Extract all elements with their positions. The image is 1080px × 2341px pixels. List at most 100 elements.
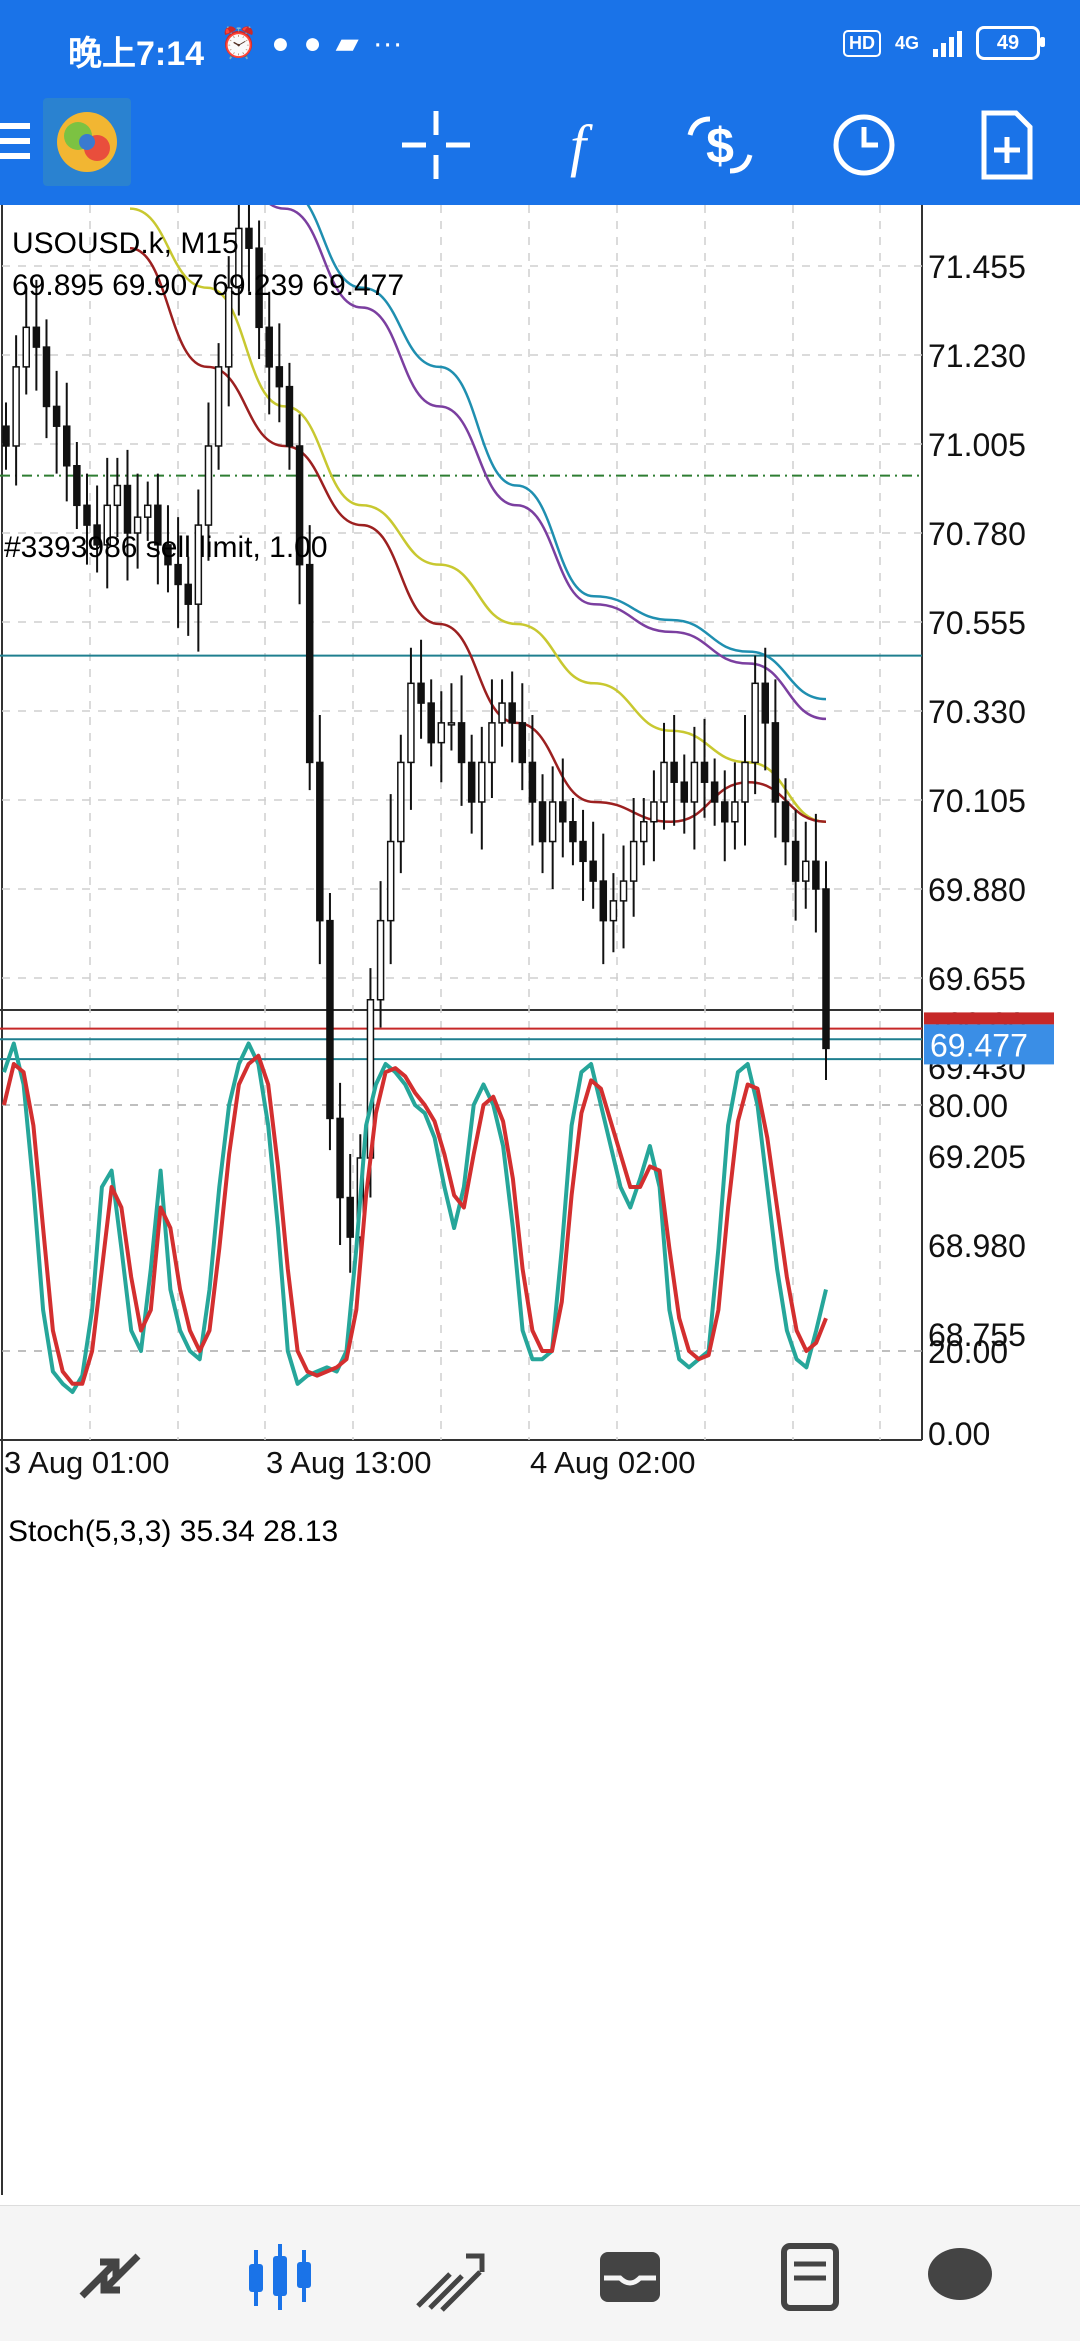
candle-body — [538, 801, 547, 843]
candle-body — [224, 287, 233, 368]
candle-body — [437, 722, 446, 744]
candle-body — [275, 366, 284, 388]
candle-body — [42, 346, 51, 408]
candle-body — [609, 900, 618, 922]
network-label: 4G — [894, 32, 919, 53]
candle-body — [386, 840, 395, 922]
stochastic-label: Stoch(5,3,3) 35.34 28.13 — [8, 1515, 339, 1548]
candle-body — [559, 801, 567, 823]
candle-body — [781, 801, 790, 843]
crosshair-icon[interactable] — [396, 105, 476, 185]
price-tick-label: 68.980 — [928, 1228, 1026, 1264]
history-inbox-icon[interactable] — [590, 2236, 670, 2316]
candle-body — [245, 227, 253, 249]
status-time: 晚上7:14 — [68, 35, 205, 73]
candle-body — [52, 405, 61, 427]
candle-body — [640, 821, 648, 843]
candle-body — [103, 504, 111, 546]
candle-body — [700, 761, 709, 783]
candle-body — [83, 504, 91, 526]
quotes-icon[interactable] — [70, 2236, 150, 2316]
chart-canvas[interactable]: 71.68071.45571.23071.00570.78070.55570.3… — [0, 205, 1080, 2195]
order-line-label[interactable]: #3393986 sell limit, 1.00 — [4, 531, 328, 564]
trade-icon[interactable] — [410, 2236, 490, 2316]
price-tick-label: 68.755 — [928, 1317, 1026, 1353]
candle-body — [184, 583, 192, 605]
moving-average-line — [306, 205, 827, 701]
candle-body — [407, 682, 415, 764]
chart-tab-icon[interactable] — [240, 2236, 320, 2316]
candle-body — [22, 326, 30, 368]
candle-body — [417, 682, 425, 704]
price-tick-label: 71.455 — [928, 249, 1026, 285]
candle-body — [822, 888, 830, 1050]
stoch-tick-label: 20.00 — [928, 1334, 1008, 1370]
bid-price-label: 69.477 — [930, 1027, 1028, 1063]
candle-body — [721, 801, 729, 823]
chart-area[interactable]: 71.68071.45571.23071.00570.78070.55570.3… — [0, 205, 1080, 2195]
candle-body — [305, 563, 314, 764]
price-tick-label: 69.205 — [928, 1139, 1026, 1175]
candle-body — [660, 761, 668, 803]
candle-body — [164, 544, 172, 566]
candle-body — [761, 682, 770, 724]
price-tick-label: 71.005 — [928, 427, 1026, 463]
candle-body — [295, 445, 304, 566]
candle-body — [316, 761, 324, 922]
price-tick-label: 70.780 — [928, 516, 1026, 552]
svg-text:$: $ — [706, 118, 734, 174]
candle-body — [478, 761, 486, 803]
candle-body — [154, 504, 162, 546]
chart-ohlc: 69.895 69.907 69.239 69.477 — [12, 269, 405, 302]
candle-body — [619, 880, 628, 902]
candle-body — [235, 227, 243, 289]
candle-body — [528, 761, 537, 803]
stoch-signal-line — [2, 1053, 828, 1386]
app-logo[interactable] — [43, 98, 131, 186]
candle-body — [690, 761, 699, 803]
battery-icon: 49 — [976, 26, 1045, 60]
candle-body — [650, 801, 658, 823]
candle-body — [467, 761, 476, 803]
stoch-tick-label: 80.00 — [928, 1088, 1008, 1124]
menu-icon[interactable] — [0, 123, 30, 168]
moving-average-line — [129, 207, 827, 824]
function-icon[interactable]: f — [538, 105, 618, 185]
status-right: HD 4G 49 — [842, 26, 1045, 60]
stoch-main-line — [2, 1041, 828, 1394]
hd-badge: HD — [842, 29, 881, 57]
price-tick-label: 70.330 — [928, 694, 1026, 730]
candle-body — [457, 722, 466, 764]
candle-body — [751, 682, 759, 764]
candle-body — [123, 484, 132, 534]
candle-body — [579, 840, 587, 863]
ask-price-marker — [924, 1012, 1054, 1025]
candle-body — [731, 801, 739, 823]
candle-body — [12, 366, 20, 447]
candle-body — [285, 385, 294, 447]
currency-exchange-icon[interactable]: $ — [680, 105, 760, 185]
price-tick-label: 71.230 — [928, 338, 1026, 374]
candle-body — [336, 1117, 344, 1199]
news-icon[interactable] — [770, 2236, 850, 2316]
chat-icon[interactable] — [920, 2236, 1000, 2316]
candle-body — [376, 919, 385, 1001]
chart-symbol: USOUSD.k, M15 — [12, 227, 239, 260]
candle-body — [2, 425, 10, 447]
candle-body — [427, 702, 435, 744]
candle-body — [710, 781, 719, 803]
price-tick-label: 70.105 — [928, 783, 1026, 819]
signal-icon — [933, 29, 962, 57]
candle-body — [143, 504, 152, 518]
top-toolbar: f $ — [0, 95, 1080, 205]
add-document-icon[interactable] — [966, 105, 1046, 185]
candle-body — [488, 722, 496, 764]
candle-body — [255, 247, 263, 329]
candle-body — [447, 722, 456, 726]
status-bar: 晚上7:14 ⏰ ● ● ▰ ··· HD 4G 49 — [0, 0, 1080, 95]
candle-body — [589, 860, 597, 882]
message-icon: ▰ — [335, 27, 359, 60]
candle-body — [670, 761, 678, 783]
clock-icon[interactable] — [824, 105, 904, 185]
candle-body — [680, 781, 689, 803]
